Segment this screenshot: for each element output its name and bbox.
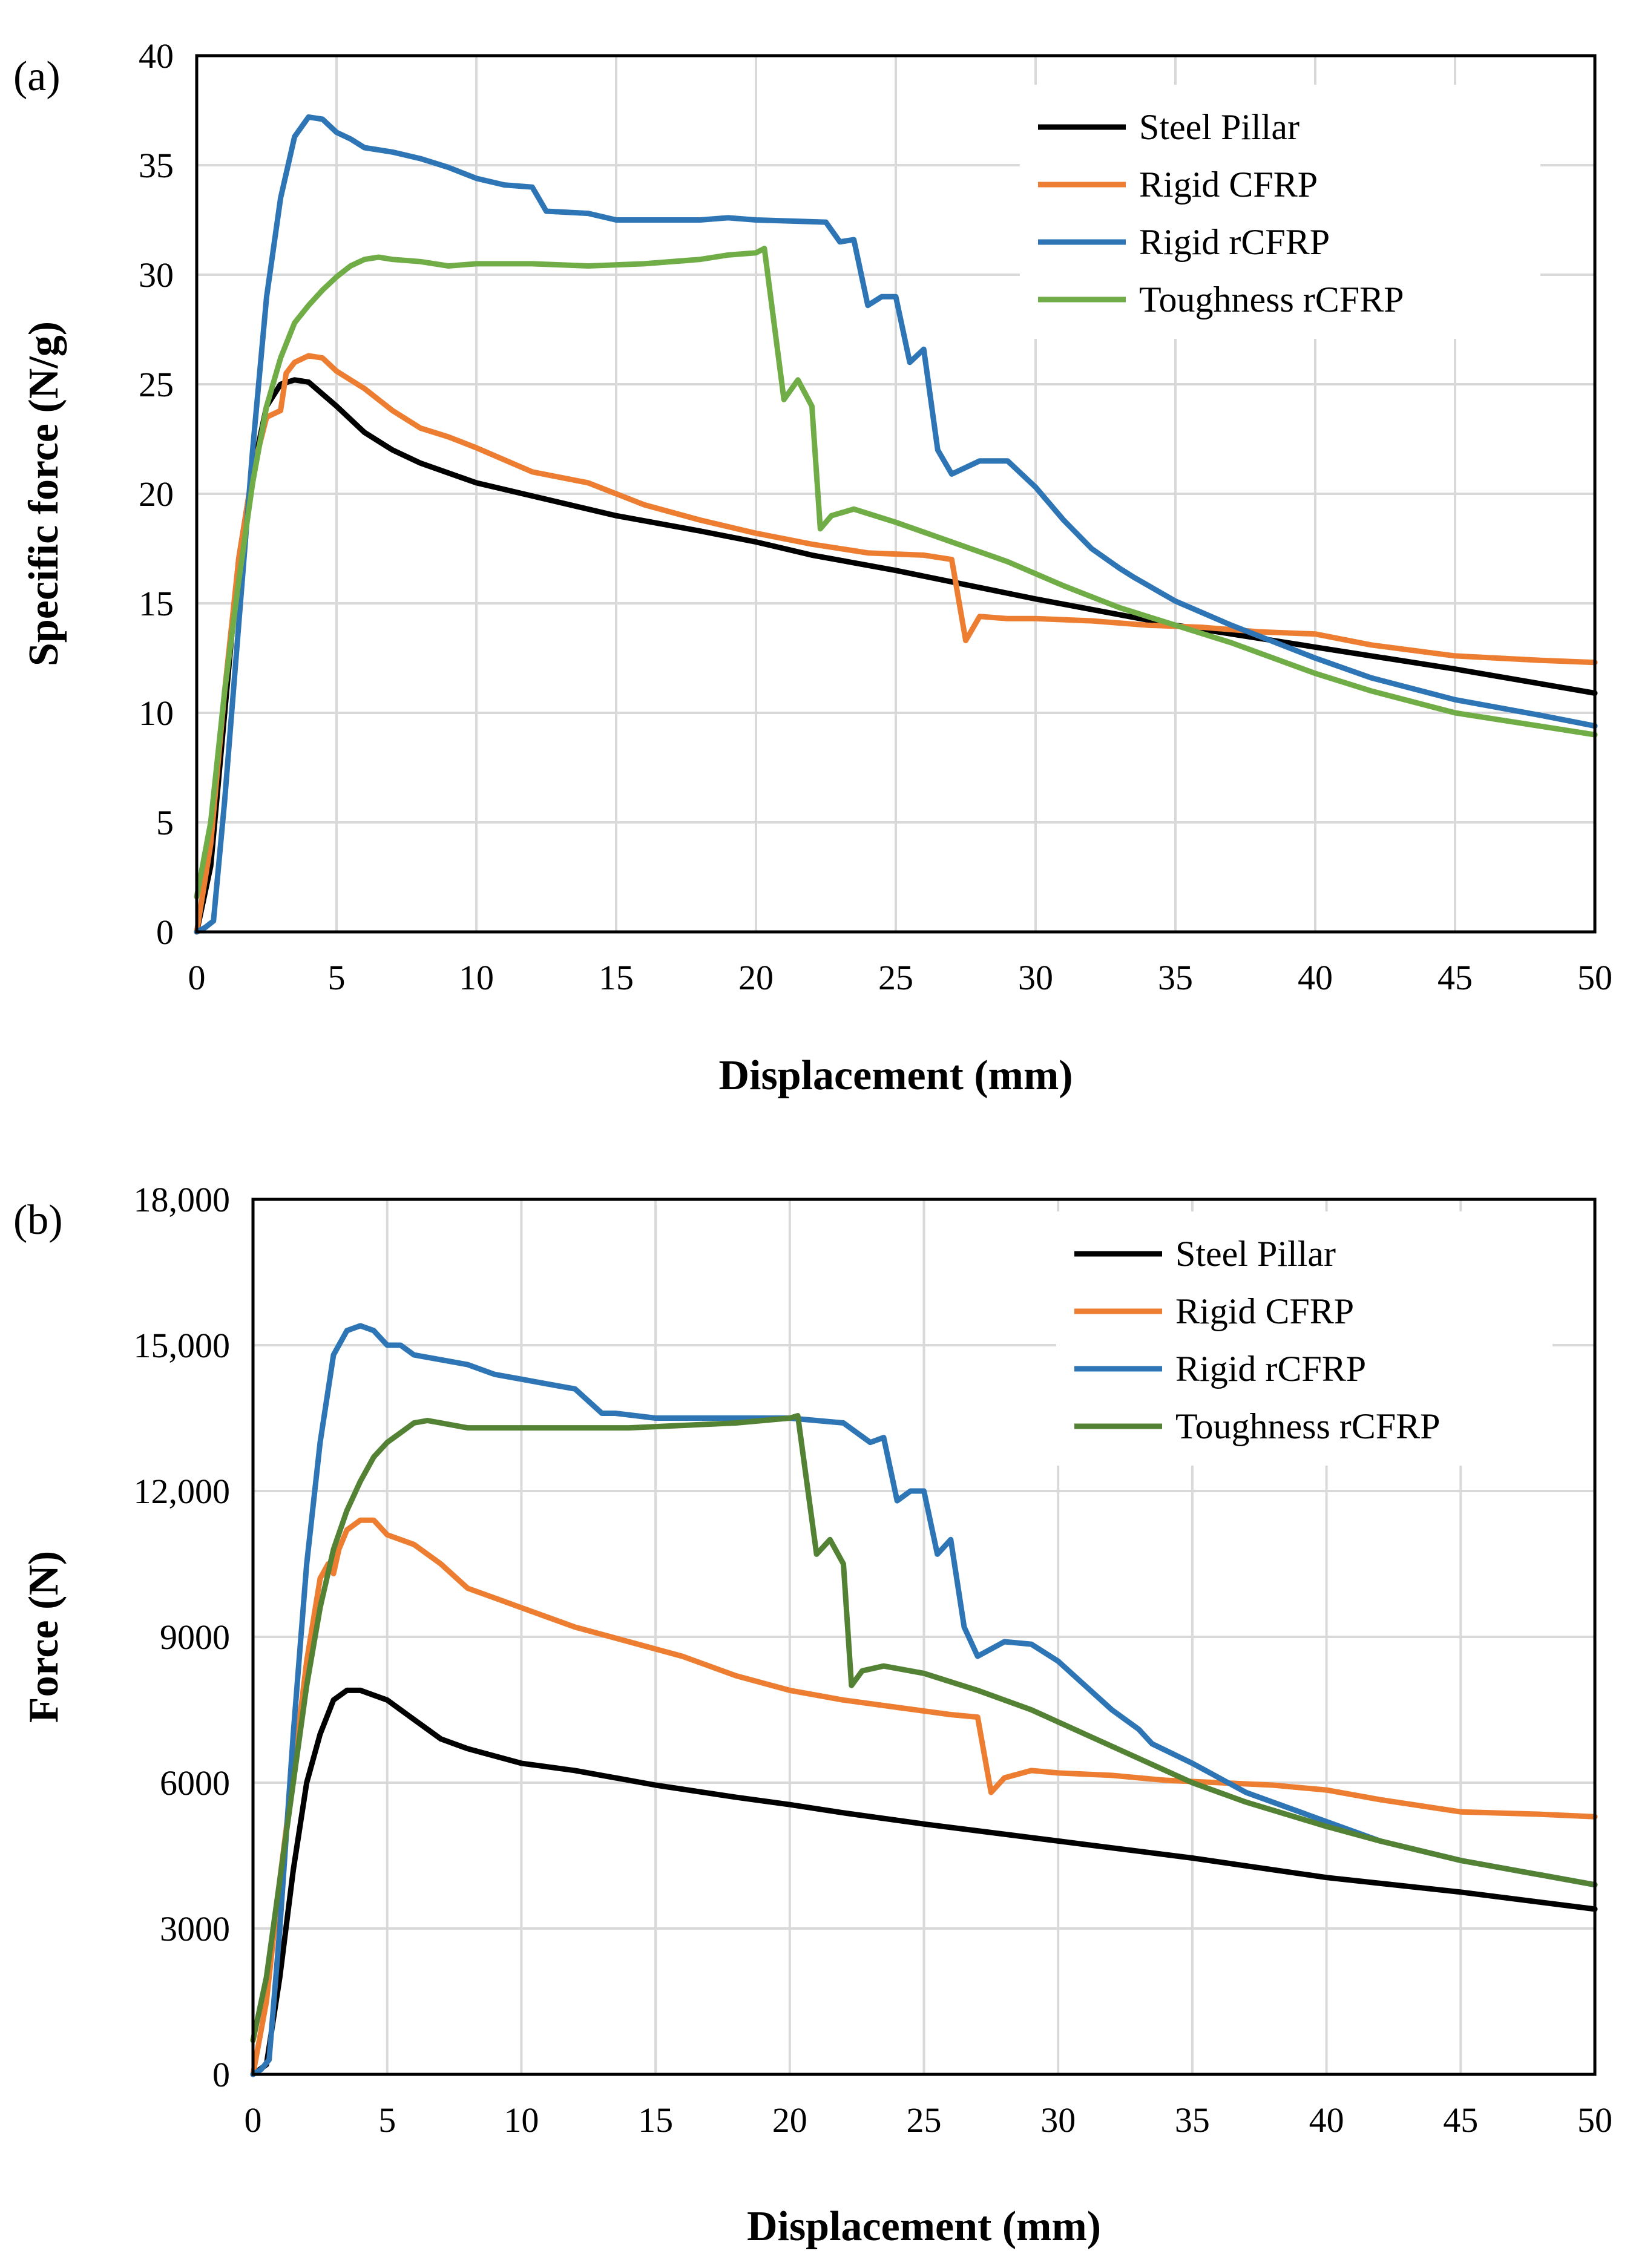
x-axis-title: Displacement (mm) [718,1052,1073,1099]
x-tick-label: 5 [328,958,346,997]
y-tick-label: 18,000 [134,1180,231,1219]
series-line-toughness-rcfrp [194,246,1598,900]
y-tick-label: 0 [156,913,174,952]
y-tick-label: 35 [139,146,174,185]
panel-label: (a) [13,53,61,100]
legend-label: Rigid rCFRP [1139,222,1330,262]
x-tick-label: 0 [245,2100,262,2140]
y-tick-label: 15,000 [134,1326,231,1365]
series-line-steel-pillar [250,1687,1598,2077]
y-tick-label: 40 [139,36,174,76]
y-tick-label: 30 [139,255,174,295]
x-tick-label: 20 [738,958,774,997]
y-axis-title: Force (N) [21,1551,67,1723]
legend-label: Steel Pillar [1175,1234,1336,1274]
x-tick-label: 35 [1158,958,1193,997]
x-tick-label: 40 [1309,2100,1344,2140]
x-tick-label: 45 [1438,958,1473,997]
y-tick-label: 6000 [160,1763,230,1803]
legend-label: Toughness rCFRP [1139,280,1404,320]
y-tick-label: 15 [139,584,174,623]
plot-frame [251,1198,1597,2076]
x-tick-label: 10 [504,2100,539,2140]
y-tick-label: 12,000 [134,1472,231,1511]
x-tick-label: 15 [638,2100,673,2140]
y-tick-label: 3000 [160,1909,230,1948]
x-tick-label: 15 [599,958,634,997]
x-tick-label: 20 [772,2100,807,2140]
y-tick-label: 5 [156,803,174,842]
legend-label: Rigid CFRP [1139,165,1318,205]
x-tick-label: 45 [1443,2100,1478,2140]
x-tick-label: 35 [1175,2100,1210,2140]
legend-label: Rigid rCFRP [1175,1349,1366,1389]
x-axis-title: Displacement (mm) [747,2203,1101,2250]
legend-label: Steel Pillar [1139,107,1300,147]
y-tick-label: 20 [139,474,174,514]
chart-panel-a: Steel Pillar Rigid CFRP Rigid rCFRP Toughne… [13,36,1612,1099]
y-axis-title: Specific force (N/g) [21,321,67,666]
x-tick-label: 30 [1018,958,1053,997]
x-tick-label: 10 [459,958,494,997]
x-tick-label: 25 [878,958,913,997]
x-tick-label: 25 [907,2100,942,2140]
series-line-rigid-rcfrp [194,114,1598,935]
x-tick-label: 50 [1577,2100,1612,2140]
y-tick-label: 25 [139,365,174,404]
y-tick-label: 9000 [160,1617,230,1657]
x-tick-label: 50 [1577,958,1612,997]
plot-frame [195,54,1597,934]
legend-label: Rigid CFRP [1175,1291,1354,1331]
x-tick-label: 30 [1040,2100,1076,2140]
x-tick-label: 40 [1298,958,1333,997]
y-tick-label: 10 [139,693,174,733]
y-tick-label: 0 [212,2055,230,2094]
legend-label: Toughness rCFRP [1175,1406,1441,1446]
x-tick-label: 0 [188,958,206,997]
x-tick-label: 5 [378,2100,396,2140]
series-line-toughness-rcfrp [250,1413,1598,2043]
panel-label: (b) [13,1197,63,1244]
chart-panel-b: Steel Pillar Rigid CFRP Rigid rCFRP Toughne… [13,1180,1612,2250]
